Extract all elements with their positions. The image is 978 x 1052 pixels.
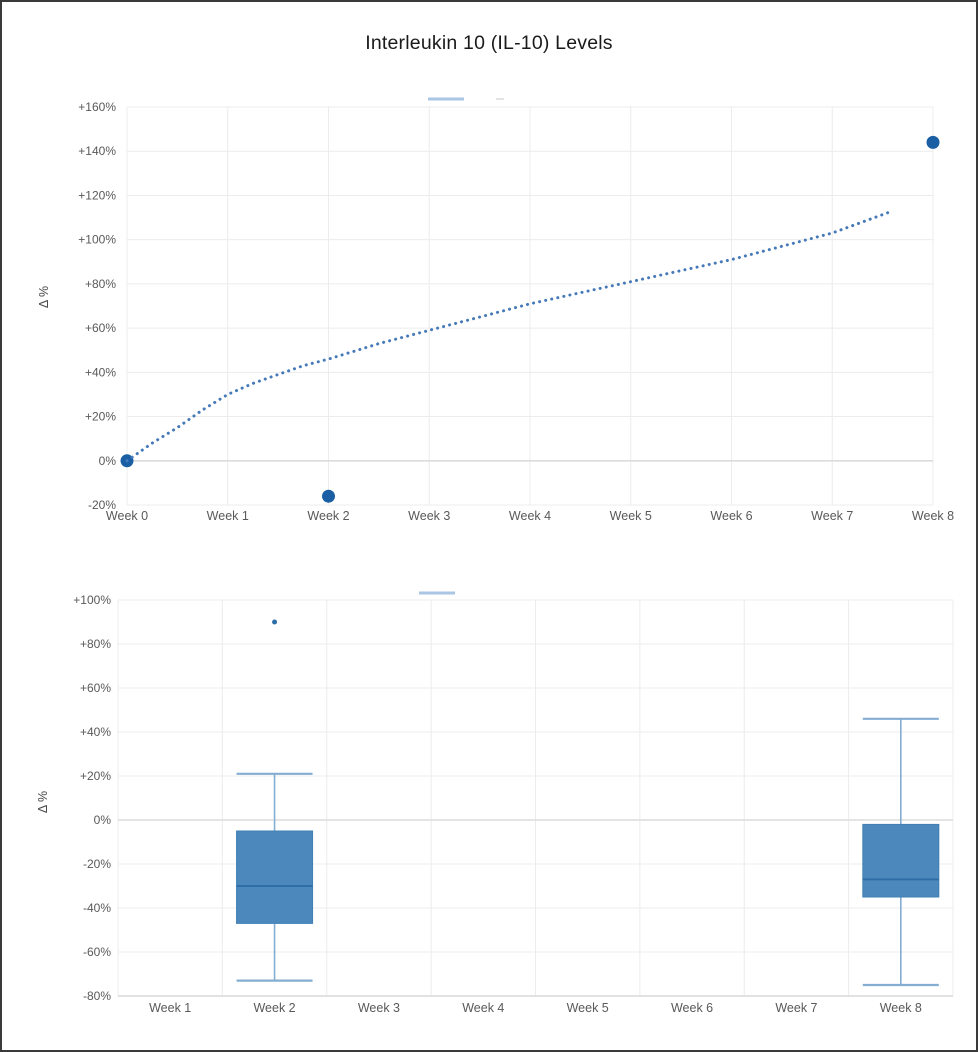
y-tick-label: +160%	[78, 100, 116, 114]
box-week-2[interactable]	[236, 619, 314, 982]
y-tick-label: 0%	[94, 813, 112, 827]
data-point-week-8[interactable]	[926, 135, 940, 149]
scatter-chart: Week 0 Week 1 Week 2 Week 3 Week 4 Week 5 Week…	[37, 97, 954, 523]
y-tick-label: +60%	[85, 321, 116, 335]
x-tick-label: Week 5	[610, 509, 652, 523]
y-tick-label: -60%	[83, 945, 111, 959]
x-tick-label: Week 2	[253, 1001, 295, 1015]
y-axis-title: Δ %	[37, 286, 51, 308]
x-tick-label: Week 8	[880, 1001, 922, 1015]
box-week-8[interactable]	[862, 717, 940, 987]
x-tick-label: Week 1	[149, 1001, 191, 1015]
x-tick-label: Week 1	[207, 509, 249, 523]
y-tick-label: +60%	[80, 681, 111, 695]
y-tick-label: -80%	[83, 989, 111, 1003]
data-point-week-2[interactable]	[322, 489, 335, 503]
x-tick-label: Week 0	[106, 509, 148, 523]
y-tick-label: -40%	[83, 901, 111, 915]
x-tick-label: Week 3	[408, 509, 450, 523]
iqr-box	[236, 830, 314, 924]
x-tick-label: Week 3	[358, 1001, 400, 1015]
x-tick-label: Week 2	[307, 509, 349, 523]
y-tick-label: +140%	[78, 144, 116, 158]
y-tick-label: +20%	[80, 769, 111, 783]
page-title: Interleukin 10 (IL-10) Levels	[365, 32, 613, 54]
x-tick-label: Week 6	[710, 509, 752, 523]
outlier-point[interactable]	[272, 619, 278, 625]
x-tick-label: Week 7	[775, 1001, 817, 1015]
iqr-box	[862, 823, 940, 898]
y-tick-label: +20%	[85, 410, 116, 424]
trend-dotted-line[interactable]	[125, 209, 895, 463]
y-tick-label: +40%	[80, 725, 111, 739]
x-tick-label: Week 8	[912, 509, 954, 523]
x-tick-label: Week 6	[671, 1001, 713, 1015]
y-tick-label: +100%	[73, 593, 111, 607]
y-tick-label: +80%	[85, 277, 116, 291]
x-tick-label: Week 7	[811, 509, 853, 523]
x-tick-label: Week 4	[462, 1001, 504, 1015]
y-tick-label: +120%	[78, 188, 116, 202]
y-tick-label: +80%	[80, 637, 111, 651]
y-axis-title: Δ %	[36, 791, 50, 813]
x-tick-label: Week 5	[567, 1001, 609, 1015]
y-tick-label: +100%	[78, 233, 116, 247]
y-tick-label: -20%	[88, 498, 116, 512]
box-plot-chart: Week 1 Week 2 Week 3 Week 4 Week 5 Week 6 Week…	[36, 591, 954, 1015]
y-tick-label: 0%	[99, 454, 117, 468]
x-tick-label: Week 4	[509, 509, 551, 523]
y-tick-label: -20%	[83, 857, 111, 871]
y-tick-label: +40%	[85, 365, 116, 379]
